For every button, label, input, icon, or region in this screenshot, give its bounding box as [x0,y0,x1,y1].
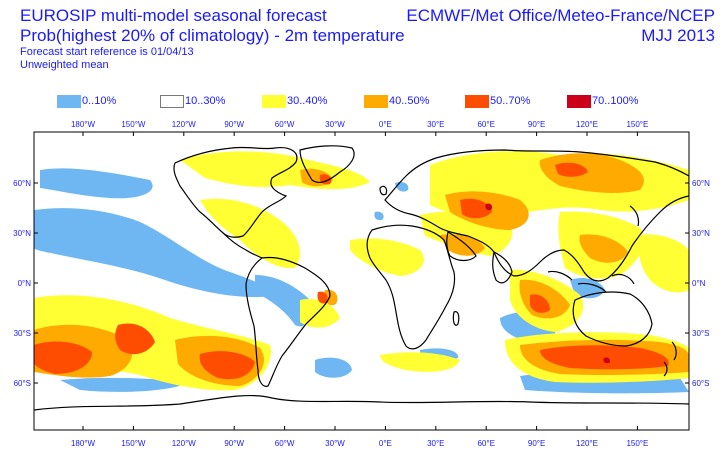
lon-tick-label-top: 180°W [71,120,96,129]
prob-70-100-areas [485,203,611,364]
legend-swatch [364,94,388,108]
forecast-period: MJJ 2013 [641,26,715,45]
legend-item: 0..10% [57,94,116,108]
legend-item: 50..70% [465,94,530,108]
legend-label: 40..50% [389,95,430,107]
forecast-start-reference: Forecast start reference is 01/04/13 [20,46,194,58]
axis-ticks: 180°W 180°W 150°W 150°W 120°W 120°W 90°W 90°W 60… [13,120,710,448]
coast-india [492,251,513,284]
coastlines [34,145,689,411]
legend-swatch [160,94,184,108]
coast-greenland [299,145,355,184]
legend-swatch [567,94,591,108]
coast-eurasia [384,149,689,282]
lon-tick-label-top: 30°E [427,120,444,129]
lon-tick-label-bottom: 120°W [172,439,197,448]
legend-item: 10..30% [160,94,225,108]
coast-africa [366,224,456,350]
coast-arabia [446,231,477,262]
coast-north-america [173,146,298,238]
lon-tick-label-bottom: 30°E [427,439,444,448]
lat-tick-label-right: 30°N [692,229,710,238]
title-block: EUROSIP multi-model seasonal forecast Pr… [20,6,405,72]
lon-tick-label-bottom: 120°E [576,439,598,448]
lon-tick-label-bottom: 90°E [528,439,545,448]
lon-tick-label-top: 150°E [626,120,648,129]
coast-australia [572,291,653,347]
lon-tick-label-bottom: 150°E [626,439,648,448]
legend-label: 0..10% [82,95,117,107]
legend-item: 30..40% [262,94,327,108]
legend-item: 40..50% [364,94,429,108]
data-source: ECMWF/Met Office/Meteo-France/NCEP [406,6,715,25]
coast-japan [629,205,640,227]
color-legend: 0..10% 10..30% 30..40% 40..50% 50..70% 7… [0,94,723,110]
lat-tick-label-right: 30°S [692,329,709,338]
lon-tick-label-top: 0°E [379,120,392,129]
lat-tick-label-left: 30°N [13,229,31,238]
lat-tick-label-right: 0°N [692,279,706,288]
lon-tick-label-top: 120°W [172,120,197,129]
legend-swatch [465,94,489,108]
lon-tick-label-top: 150°W [121,120,146,129]
lon-tick-label-bottom: 150°W [121,439,146,448]
lon-tick-label-top: 60°E [477,120,494,129]
lon-tick-label-bottom: 90°W [224,439,244,448]
coast-british-isles [379,185,388,196]
probability-shading [34,151,689,394]
legend-label: 30..40% [287,95,328,107]
lon-tick-label-top: 90°E [528,120,545,129]
source-block: ECMWF/Met Office/Meteo-France/NCEP MJJ 2… [406,6,715,46]
coast-new-zealand [663,341,677,377]
legend-label: 50..70% [490,95,531,107]
coast-antarctica [34,394,689,411]
lon-tick-label-bottom: 60°W [275,439,295,448]
lon-tick-label-top: 30°W [325,120,345,129]
lon-tick-label-top: 60°W [275,120,295,129]
lon-tick-label-bottom: 60°E [477,439,494,448]
legend-label: 70..100% [592,95,639,107]
lat-tick-label-right: 60°N [692,179,710,188]
map-frame [33,131,690,431]
lat-tick-label-left: 0°N [18,279,32,288]
legend-item: 70..100% [567,94,638,108]
legend-swatch [57,94,81,108]
lon-tick-label-top: 90°W [224,120,244,129]
lat-tick-label-left: 60°S [14,379,31,388]
lat-tick-label-right: 60°S [692,379,709,388]
map-title: EUROSIP multi-model seasonal forecast [20,6,327,25]
coast-southeast-asia [547,270,635,293]
map-subtitle: Prob(highest 20% of climatology) - 2m te… [20,26,405,45]
legend-label: 10..30% [185,95,226,107]
lon-tick-label-bottom: 0°E [379,439,392,448]
coast-central-america [221,231,263,259]
lon-tick-label-top: 120°E [576,120,598,129]
coast-south-america [245,256,331,387]
lat-tick-label-left: 30°S [14,329,31,338]
legend-swatch [262,94,286,108]
lon-tick-label-bottom: 180°W [71,439,96,448]
weighting-note: Unweighted mean [20,59,109,71]
coast-madagascar [452,311,460,326]
prob-50-70-areas [34,162,669,380]
lon-tick-label-bottom: 30°W [325,439,345,448]
lat-tick-label-left: 60°N [13,179,31,188]
